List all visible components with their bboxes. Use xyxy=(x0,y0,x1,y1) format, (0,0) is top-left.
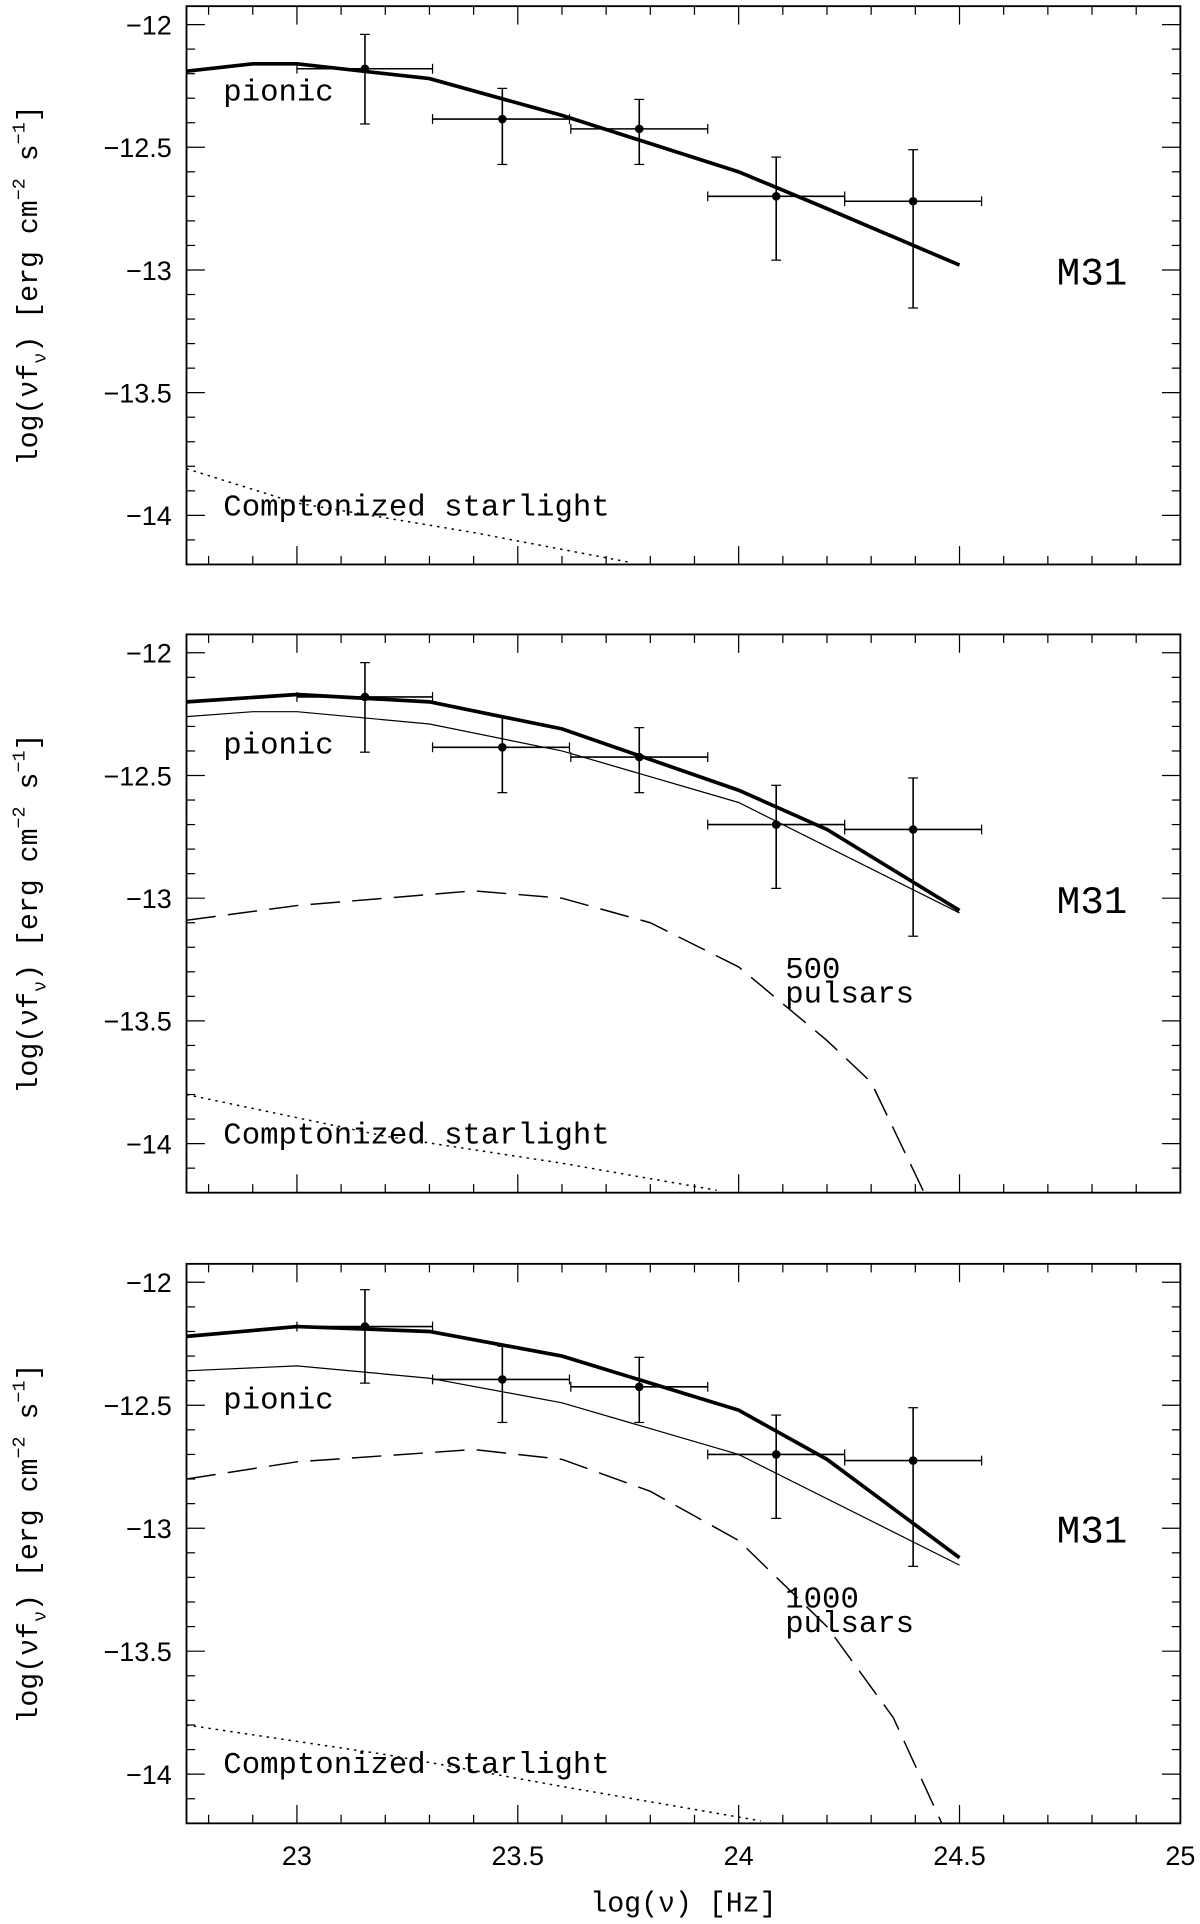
data-point xyxy=(360,692,370,702)
starlight-label: Comptonized starlight xyxy=(223,1748,609,1783)
y-tick-label: −13.5 xyxy=(103,1637,171,1667)
x-tick-label: 25 xyxy=(1165,1841,1195,1871)
data-point xyxy=(908,1456,918,1465)
y-tick-label: −13 xyxy=(126,884,172,914)
plot-frame xyxy=(185,633,1182,1194)
plot-frame xyxy=(185,5,1182,566)
curve-thin xyxy=(186,711,960,914)
data-point xyxy=(498,1375,507,1384)
y-tick-label: −13.5 xyxy=(103,378,171,408)
pulsar-label: 1000 xyxy=(785,1582,859,1617)
data-point xyxy=(771,820,781,829)
pionic-label: pionic xyxy=(223,76,333,111)
y-tick-label: −12.5 xyxy=(103,761,171,791)
curve-thick xyxy=(186,692,961,913)
x-axis-label: log(ν) [Hz] xyxy=(590,1890,776,1921)
data-point xyxy=(498,742,507,752)
curve-dashed xyxy=(186,890,925,1193)
data-point xyxy=(771,192,781,201)
curve-thick xyxy=(186,1324,961,1560)
x-tick-label: 24.5 xyxy=(933,1841,986,1871)
data-point xyxy=(634,124,644,134)
y-axis-label-part: log(νf xyxy=(15,1622,46,1724)
y-tick-label: −12.5 xyxy=(103,133,171,163)
curve-dashed xyxy=(186,1448,943,1824)
y-axis-label-part: ν xyxy=(30,1611,51,1622)
y-tick-label: −12 xyxy=(126,10,172,40)
y-axis-label: log(νfν) [erg cm−2 s−1] xyxy=(10,734,52,1094)
y-axis-label-part: log(νf xyxy=(15,364,46,466)
y-axis-label: log(νfν) [erg cm−2 s−1] xyxy=(10,1364,52,1724)
data-point xyxy=(634,752,644,762)
data-point xyxy=(360,64,370,74)
data-point xyxy=(498,114,507,124)
data-point xyxy=(360,1322,370,1331)
y-axis-label-part: ) [erg cm xyxy=(15,200,46,352)
y-axis-label-part: −2 xyxy=(10,806,31,828)
y-tick-label: −14 xyxy=(126,1129,172,1159)
y-tick-label: −14 xyxy=(126,501,172,531)
x-tick-label: 23 xyxy=(282,1841,312,1871)
pulsar-label: pulsars xyxy=(785,1607,914,1642)
galaxy-label: M31 xyxy=(1057,880,1128,925)
data-point xyxy=(634,1382,644,1392)
y-axis-label-part: s xyxy=(15,773,46,807)
starlight-label: Comptonized starlight xyxy=(223,1119,609,1154)
y-tick-label: −13.5 xyxy=(103,1007,171,1037)
y-tick-label: −12 xyxy=(126,639,172,669)
y-tick-label: −12 xyxy=(126,1268,172,1298)
y-axis-label-part: ] xyxy=(15,734,46,751)
y-tick-label: −13 xyxy=(126,1514,172,1544)
y-axis-label-part: ν xyxy=(30,353,51,364)
curve-thick xyxy=(186,61,961,267)
pulsar-label: 500 xyxy=(785,953,840,988)
starlight-label: Comptonized starlight xyxy=(223,490,609,525)
data-point xyxy=(771,1450,781,1459)
data-point xyxy=(908,825,918,834)
y-axis-label-part: −1 xyxy=(10,122,31,144)
x-tick-label: 23.5 xyxy=(492,1841,545,1871)
y-axis-label-part: ] xyxy=(15,105,46,122)
galaxy-label: M31 xyxy=(1057,252,1128,297)
panel: −12 −12.5 −13 −13.5 −14 log(νfν) [erg cm−2 s−… xyxy=(10,5,1182,566)
y-tick-label: −13 xyxy=(126,256,172,286)
y-axis-label-part: −1 xyxy=(10,1381,31,1403)
x-tick-label: 24 xyxy=(724,1841,754,1871)
y-axis-label-part: −2 xyxy=(10,178,31,200)
y-tick-label: −14 xyxy=(126,1760,172,1790)
data-point xyxy=(908,196,918,206)
y-axis-label-part: log(νf xyxy=(15,992,46,1094)
y-axis-label: log(νfν) [erg cm−2 s−1] xyxy=(10,105,52,465)
pionic-label: pionic xyxy=(223,1384,333,1419)
y-axis-label-part: ) [erg cm xyxy=(15,828,46,980)
galaxy-label: M31 xyxy=(1057,1509,1128,1554)
y-axis-label-part: −1 xyxy=(10,750,31,772)
pulsar-label: pulsars xyxy=(785,977,914,1012)
y-axis-label-part: s xyxy=(15,1403,46,1437)
y-axis-label-part: −2 xyxy=(10,1436,31,1458)
y-axis-label-part: s xyxy=(15,144,46,178)
plot-frame xyxy=(185,1262,1182,1825)
y-axis-label-part: ) [erg cm xyxy=(15,1459,46,1611)
panel: 23 23.5 24 24.5 25 −12 −12.5 −13 −13.5 −14 log(νfν… xyxy=(10,1262,1195,1921)
y-axis-label-part: ] xyxy=(15,1364,46,1381)
panel: −12 −12.5 −13 −13.5 −14 log(νfν) [erg cm−2 s−… xyxy=(10,633,1182,1194)
y-axis-label-part: ν xyxy=(30,981,51,992)
y-tick-label: −12.5 xyxy=(103,1391,171,1421)
pionic-label: pionic xyxy=(223,728,333,763)
